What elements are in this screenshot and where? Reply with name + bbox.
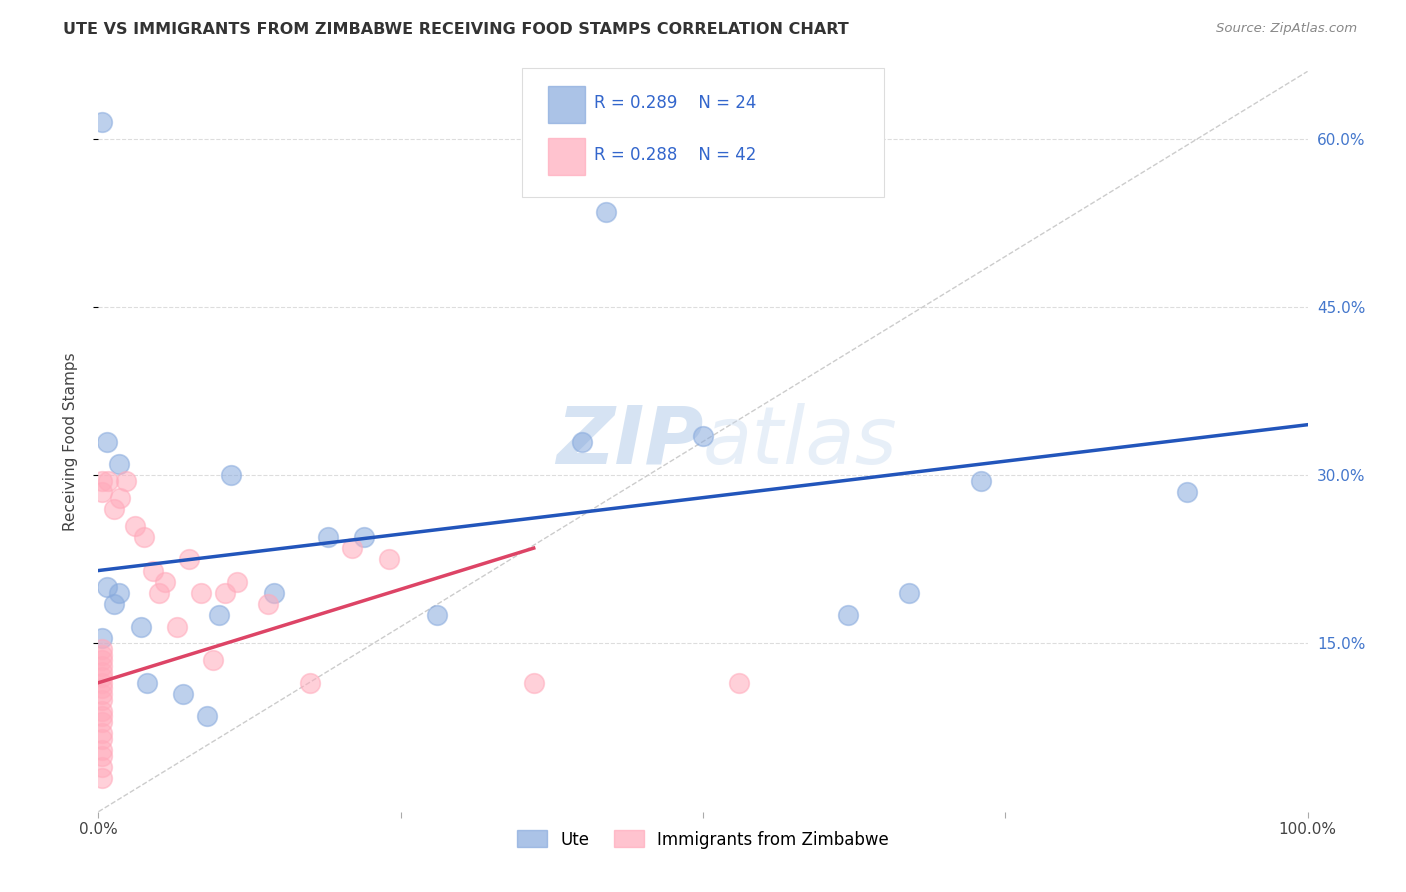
Text: UTE VS IMMIGRANTS FROM ZIMBABWE RECEIVING FOOD STAMPS CORRELATION CHART: UTE VS IMMIGRANTS FROM ZIMBABWE RECEIVIN…	[63, 22, 849, 37]
Point	[595, 204, 617, 219]
Point	[91, 704, 114, 718]
Point	[91, 642, 114, 657]
Point	[91, 653, 114, 667]
Point	[96, 434, 118, 449]
Point	[103, 501, 125, 516]
Point	[342, 541, 364, 555]
Point	[195, 709, 218, 723]
Point	[91, 692, 114, 706]
Bar	[548, 87, 585, 123]
Point	[91, 675, 114, 690]
Point	[91, 714, 114, 729]
Text: atlas: atlas	[703, 402, 898, 481]
Point	[837, 608, 859, 623]
Point	[134, 530, 156, 544]
Point	[523, 675, 546, 690]
Point	[91, 709, 114, 723]
Point	[299, 675, 322, 690]
Point	[142, 564, 165, 578]
Point	[91, 760, 114, 774]
Point	[897, 586, 920, 600]
Point	[377, 552, 399, 566]
Point	[91, 115, 114, 129]
Point	[256, 597, 278, 611]
Point	[221, 468, 243, 483]
Point	[226, 574, 249, 589]
Point	[166, 619, 188, 633]
Point	[91, 743, 114, 757]
Point	[179, 552, 201, 566]
Point	[103, 597, 125, 611]
Point	[214, 586, 236, 600]
Point	[190, 586, 212, 600]
Point	[91, 485, 114, 500]
Point	[91, 771, 114, 785]
Point	[91, 665, 114, 679]
Bar	[548, 138, 585, 175]
Point	[208, 608, 231, 623]
Point	[91, 726, 114, 740]
Point	[91, 731, 114, 746]
Point	[124, 518, 146, 533]
Point	[426, 608, 449, 623]
Text: R = 0.289    N = 24: R = 0.289 N = 24	[595, 95, 756, 112]
Text: Source: ZipAtlas.com: Source: ZipAtlas.com	[1216, 22, 1357, 36]
Point	[970, 474, 993, 488]
FancyBboxPatch shape	[522, 68, 884, 197]
Point	[91, 474, 114, 488]
Point	[202, 653, 225, 667]
Point	[91, 681, 114, 696]
Point	[316, 530, 339, 544]
Point	[135, 675, 157, 690]
Point	[108, 457, 131, 471]
Point	[115, 474, 138, 488]
Point	[1175, 485, 1198, 500]
Y-axis label: Receiving Food Stamps: Receiving Food Stamps	[63, 352, 77, 531]
Point	[153, 574, 176, 589]
Legend: Ute, Immigrants from Zimbabwe: Ute, Immigrants from Zimbabwe	[510, 823, 896, 855]
Point	[108, 491, 131, 505]
Point	[129, 619, 152, 633]
Text: R = 0.288    N = 42: R = 0.288 N = 42	[595, 146, 756, 164]
Point	[91, 648, 114, 662]
Point	[91, 748, 114, 763]
Point	[91, 687, 114, 701]
Text: ZIP: ZIP	[555, 402, 703, 481]
Point	[692, 429, 714, 443]
Point	[148, 586, 170, 600]
Point	[96, 580, 118, 594]
Point	[263, 586, 285, 600]
Point	[108, 586, 131, 600]
Point	[353, 530, 375, 544]
Point	[172, 687, 194, 701]
Point	[97, 474, 120, 488]
Point	[91, 631, 114, 645]
Point	[91, 670, 114, 684]
Point	[91, 659, 114, 673]
Point	[571, 434, 593, 449]
Point	[728, 675, 751, 690]
